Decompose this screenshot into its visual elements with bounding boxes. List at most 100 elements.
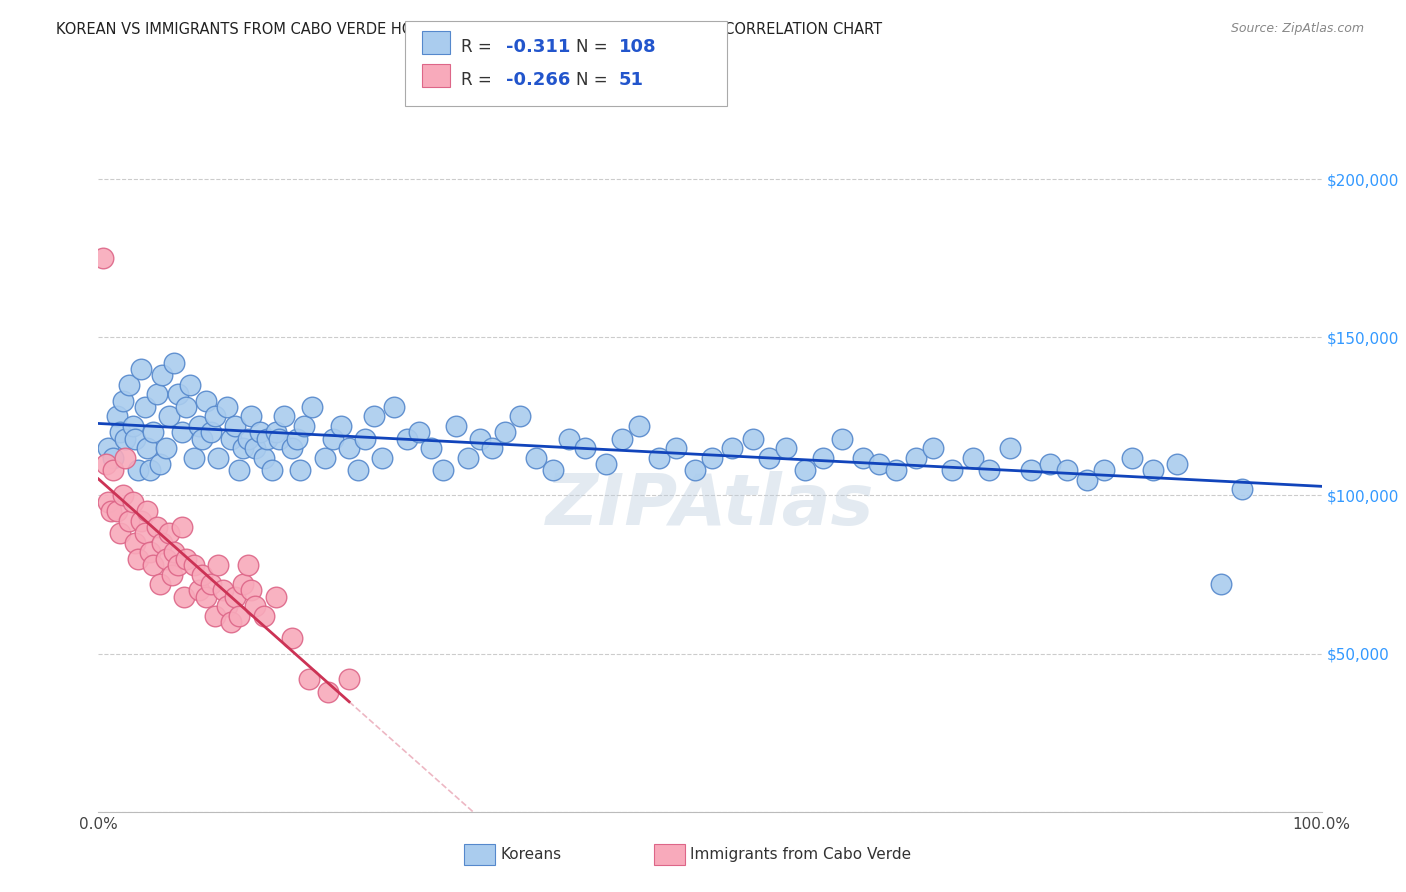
Point — [114, 432, 136, 446]
Point — [285, 432, 308, 446]
Point — [176, 400, 198, 414]
Point — [191, 432, 214, 446]
Point — [157, 409, 180, 424]
Point — [354, 432, 377, 446]
Point — [298, 672, 321, 686]
Point — [1230, 482, 1253, 496]
Point — [110, 526, 132, 541]
Point — [509, 409, 531, 424]
Point — [127, 463, 149, 477]
Point — [408, 425, 430, 440]
Point — [1121, 450, 1143, 465]
Point — [200, 577, 222, 591]
Point — [160, 567, 183, 582]
Point — [118, 514, 141, 528]
Point — [200, 425, 222, 440]
Text: -0.266: -0.266 — [506, 71, 571, 89]
Point — [97, 441, 120, 455]
Point — [329, 418, 352, 433]
Point — [977, 463, 1000, 477]
Point — [852, 450, 875, 465]
Point — [146, 387, 169, 401]
Point — [91, 252, 114, 266]
Point — [150, 368, 173, 383]
Point — [1142, 463, 1164, 477]
Text: Source: ZipAtlas.com: Source: ZipAtlas.com — [1230, 22, 1364, 36]
Point — [273, 409, 295, 424]
Point — [124, 432, 146, 446]
Point — [204, 608, 226, 623]
Text: R =: R = — [461, 38, 498, 56]
Point — [524, 450, 547, 465]
Text: -0.311: -0.311 — [506, 38, 571, 56]
Point — [139, 545, 162, 559]
Point — [105, 504, 128, 518]
Point — [170, 425, 193, 440]
Point — [110, 425, 132, 440]
Point — [290, 463, 312, 477]
Point — [941, 463, 963, 477]
Point — [124, 536, 146, 550]
Point — [224, 590, 246, 604]
Point — [1076, 473, 1098, 487]
Point — [868, 457, 890, 471]
Point — [346, 463, 368, 477]
Point — [444, 418, 467, 433]
Point — [195, 393, 218, 408]
Point — [252, 608, 274, 623]
Point — [1039, 457, 1062, 471]
Point — [647, 450, 669, 465]
Point — [337, 441, 360, 455]
Point — [831, 432, 853, 446]
Point — [155, 551, 177, 566]
Point — [136, 504, 159, 518]
Point — [998, 441, 1021, 455]
Text: KOREAN VS IMMIGRANTS FROM CABO VERDE HOUSEHOLDER INCOME AGES 25 - 44 YEARS CORRE: KOREAN VS IMMIGRANTS FROM CABO VERDE HOU… — [56, 22, 883, 37]
Point — [101, 463, 124, 477]
Point — [173, 590, 195, 604]
Point — [163, 356, 186, 370]
Point — [146, 520, 169, 534]
Point — [176, 551, 198, 566]
Point — [121, 418, 143, 433]
Point — [219, 432, 242, 446]
Point — [280, 631, 302, 645]
Point — [94, 457, 117, 471]
Point — [224, 418, 246, 433]
Point — [558, 432, 581, 446]
Point — [432, 463, 454, 477]
Point — [232, 441, 254, 455]
Point — [1211, 577, 1233, 591]
Point — [187, 418, 209, 433]
Point — [457, 450, 479, 465]
Point — [149, 457, 172, 471]
Point — [170, 520, 193, 534]
Point — [129, 514, 152, 528]
Point — [262, 463, 284, 477]
Point — [384, 400, 406, 414]
Point — [301, 400, 323, 414]
Point — [134, 400, 156, 414]
Point — [183, 450, 205, 465]
Text: ZIPAtlas: ZIPAtlas — [546, 471, 875, 540]
Point — [322, 432, 344, 446]
Point — [187, 583, 209, 598]
Point — [1092, 463, 1115, 477]
Point — [114, 450, 136, 465]
Point — [775, 441, 797, 455]
Point — [494, 425, 516, 440]
Point — [157, 526, 180, 541]
Point — [134, 526, 156, 541]
Point — [269, 432, 291, 446]
Point — [371, 450, 394, 465]
Point — [139, 463, 162, 477]
Text: Koreans: Koreans — [501, 847, 561, 862]
Point — [240, 583, 263, 598]
Point — [155, 441, 177, 455]
Point — [884, 463, 907, 477]
Point — [395, 432, 418, 446]
Point — [142, 425, 165, 440]
Point — [207, 558, 229, 572]
Point — [468, 432, 491, 446]
Text: 51: 51 — [619, 71, 644, 89]
